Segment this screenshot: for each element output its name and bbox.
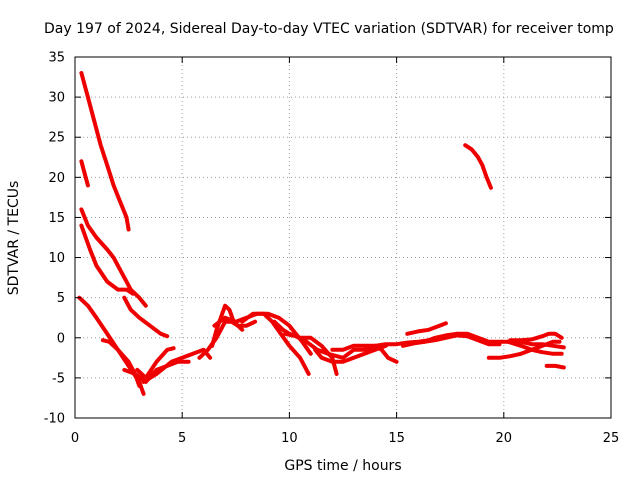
series-track-25 (508, 331, 564, 343)
x-tick-label: 10 (281, 431, 298, 446)
series-track-10 (141, 347, 213, 384)
series-track-17 (313, 343, 388, 364)
plot-frame (74, 56, 612, 419)
grid (75, 57, 611, 418)
y-tick-label: 0 (57, 331, 65, 346)
y-tick-label: 25 (48, 131, 65, 146)
series-track-22 (422, 333, 502, 347)
chart-title: Day 197 of 2024, Sidereal Day-to-day VTE… (44, 21, 614, 37)
x-tick-label: 25 (603, 431, 620, 446)
y-tick-label: 30 (48, 91, 65, 106)
y-tick-label: 15 (48, 211, 65, 226)
axis-ticks: 0 5 10 15 20 25 -10 -5 0 5 10 15 20 25 30 35 (44, 51, 620, 447)
series-track-26 (544, 363, 566, 370)
x-tick-label: 5 (178, 431, 186, 446)
series-track-23 (486, 339, 562, 360)
x-tick-label: 0 (71, 431, 79, 446)
series-track-1 (79, 71, 131, 232)
y-tick-label: 10 (48, 251, 65, 266)
series-track-7 (100, 338, 142, 388)
series-track-16 (283, 331, 378, 360)
series-track-20 (405, 321, 448, 336)
series-track-18 (330, 343, 399, 364)
series-layer (77, 71, 566, 396)
series-track-13 (212, 311, 313, 356)
series-track-27 (463, 143, 493, 190)
series-track-24 (506, 339, 564, 356)
y-tick-label: 35 (48, 51, 65, 66)
x-axis-label: GPS time / hours (284, 458, 401, 474)
series-track-9 (135, 346, 176, 380)
series-track-11 (197, 319, 258, 360)
series-track-14 (240, 311, 311, 376)
series-track-5 (122, 295, 170, 339)
y-axis-label: SDTVAR / TECUs (6, 181, 22, 296)
y-tick-label: 5 (57, 291, 65, 306)
series-track-8 (122, 359, 191, 384)
series-track-3 (79, 207, 148, 308)
series-track-4 (79, 223, 135, 296)
y-tick-label: 20 (48, 171, 65, 186)
y-tick-label: -5 (52, 371, 65, 386)
series-track-2 (79, 159, 90, 188)
x-tick-label: 15 (388, 431, 405, 446)
x-tick-label: 20 (496, 431, 513, 446)
y-tick-label: -10 (44, 412, 65, 427)
